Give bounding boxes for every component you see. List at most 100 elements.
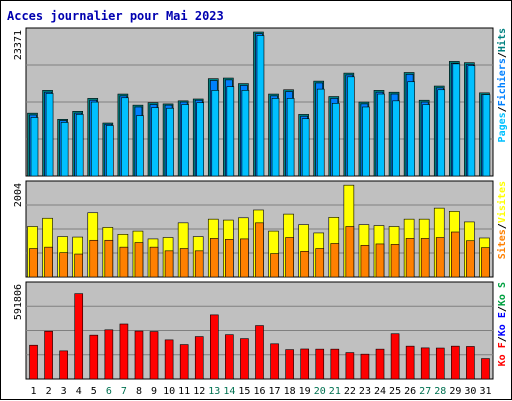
x-tick-label: 27: [419, 386, 431, 397]
bar-sites-day-5: [89, 239, 99, 278]
bar-pages-day-10: [166, 107, 174, 177]
legend-entry-fichiers: Fichiers: [496, 58, 508, 106]
bar-pages-day-15: [241, 90, 250, 177]
legend-entry-ko-f: Ko F: [497, 342, 508, 366]
bar-sites-day-6: [104, 239, 114, 278]
panel-visits-sites: 2004 Sites/Visites: [13, 180, 508, 278]
bar-pages-day-5: [90, 101, 99, 177]
bar-ko-f-day-30: [466, 346, 475, 380]
bar-sites-day-28: [435, 237, 445, 278]
bar-ko-f-day-27: [420, 347, 430, 380]
series-sites: [29, 222, 490, 278]
legend-separator: /: [497, 223, 508, 229]
bar-pages-day-13: [211, 90, 220, 177]
bar-sites-day-4: [74, 253, 83, 278]
x-tick-label: 9: [151, 386, 157, 397]
bar-ko-f-day-25: [390, 333, 400, 380]
bar-sites-day-24: [375, 243, 385, 278]
x-tick-label: 21: [329, 386, 341, 397]
bar-pages-day-7: [121, 97, 129, 177]
x-tick-label: 18: [284, 386, 296, 397]
bar-ko-f-day-17: [270, 343, 279, 380]
legend-entry-ko-e: Ko E: [497, 312, 508, 336]
bar-pages-day-28: [437, 89, 446, 177]
x-tick-label: 5: [91, 386, 97, 397]
x-tick-label: 28: [434, 386, 446, 397]
bar-ko-f-day-15: [240, 338, 249, 380]
bar-pages-day-21: [331, 102, 340, 177]
x-tick-label: 17: [269, 386, 281, 397]
bar-pages-day-9: [151, 107, 159, 177]
bar-pages-day-14: [226, 86, 235, 177]
bar-sites-day-9: [149, 246, 159, 278]
bar-sites-day-7: [119, 246, 129, 278]
bar-sites-day-17: [270, 253, 279, 278]
bar-ko-f-day-21: [330, 348, 340, 380]
series-pages: [30, 35, 491, 177]
bar-pages-day-26: [407, 81, 415, 177]
legend-entry-hits: Hits: [496, 28, 508, 52]
bar-ko-f-day-11: [179, 344, 189, 380]
bar-ko-f-day-7: [119, 323, 129, 380]
x-tick-label: 11: [178, 386, 190, 397]
bar-pages-day-25: [392, 100, 400, 177]
bar-ko-f-day-19: [300, 348, 309, 380]
bar-pages-day-19: [301, 118, 310, 177]
bar-ko-f-day-13: [210, 314, 219, 380]
bar-sites-day-25: [390, 244, 400, 278]
x-tick-label: 16: [253, 386, 265, 397]
bar-sites-day-22: [345, 226, 355, 278]
bar-pages-day-8: [136, 115, 144, 177]
bar-pages-day-24: [377, 93, 385, 177]
x-tick-label: 14: [223, 386, 235, 397]
bar-sites-day-12: [194, 250, 204, 278]
bar-ko-f-day-12: [194, 336, 204, 380]
bar-sites-day-3: [59, 252, 68, 278]
chart-title: Acces journalier pour Mai 2023: [7, 9, 224, 23]
bar-pages-day-29: [452, 63, 461, 177]
x-tick-label: 13: [208, 386, 220, 397]
x-tick-label: 6: [106, 386, 112, 397]
legend-separator: /: [497, 336, 508, 342]
y-max-label: 23371: [13, 30, 24, 60]
bar-ko-f-day-20: [315, 348, 325, 380]
x-tick-label: 19: [299, 386, 311, 397]
bar-ko-f-day-31: [481, 358, 490, 380]
bar-pages-day-1: [30, 117, 39, 177]
x-tick-label: 20: [314, 386, 326, 397]
bar-ko-f-day-24: [375, 348, 385, 380]
legend-traffic: Ko F/Ko E/Ko S: [497, 282, 508, 366]
bar-pages-day-23: [362, 106, 370, 177]
bar-pages-day-30: [467, 65, 476, 177]
bar-pages-day-12: [196, 102, 205, 177]
bar-sites-day-8: [134, 242, 144, 278]
legend-entry-pages: Pages: [497, 112, 508, 142]
bar-pages-day-6: [106, 125, 114, 177]
x-tick-label: 7: [121, 386, 127, 397]
bar-sites-day-18: [285, 237, 294, 278]
legend-separator: /: [497, 306, 508, 312]
legend-separator: /: [497, 106, 508, 112]
x-tick-label: 25: [389, 386, 401, 397]
x-tick-label: 10: [163, 386, 175, 397]
bar-pages-day-17: [271, 98, 280, 177]
bar-sites-day-23: [360, 245, 370, 278]
bar-ko-f-day-9: [149, 331, 159, 380]
legend-hits-files-pages: Pages/Fichiers/Hits: [496, 28, 508, 142]
bar-ko-f-day-14: [225, 334, 234, 380]
bar-sites-day-26: [405, 238, 415, 278]
bar-sites-day-15: [240, 238, 249, 278]
bar-sites-day-13: [209, 238, 219, 278]
bar-pages-day-16: [256, 35, 265, 177]
x-tick-label: 8: [136, 386, 142, 397]
bar-ko-f-day-28: [435, 347, 445, 380]
x-tick-label: 26: [404, 386, 416, 397]
bar-ko-f-day-29: [451, 345, 460, 380]
bar-pages-day-4: [75, 114, 84, 177]
bar-sites-day-21: [330, 243, 340, 278]
bar-sites-day-11: [179, 248, 189, 278]
x-tick-label: 3: [61, 386, 67, 397]
bar-sites-day-14: [225, 239, 234, 278]
